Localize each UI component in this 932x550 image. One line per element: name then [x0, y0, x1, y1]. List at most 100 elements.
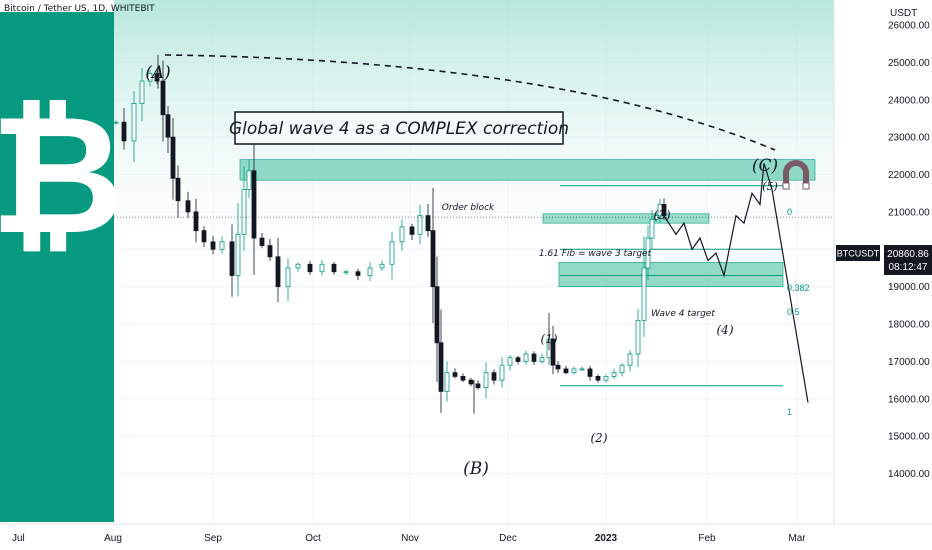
symbol-header: Bitcoin / Tether US, 1D, WHITEBIT: [4, 4, 155, 14]
fib-label-1: 1: [787, 407, 792, 417]
candle-body: [531, 353, 537, 362]
candle-body: [379, 263, 385, 269]
candles-layer: [113, 54, 667, 414]
wave-label-4: (4): [717, 323, 734, 337]
candle-body: [259, 237, 265, 246]
currency-label: USDT: [890, 8, 917, 19]
candle-body: [452, 372, 458, 377]
dashed-trend-arc: [164, 54, 776, 151]
candle-body: [603, 376, 609, 381]
y-tick-label: 22000.00: [888, 170, 930, 181]
candle-body: [210, 241, 216, 250]
candle-body: [434, 286, 440, 344]
y-tick-label: 23000.00: [888, 133, 930, 144]
wave-label-B: (B): [463, 459, 489, 479]
candle-body: [468, 379, 474, 385]
y-tick-label: 15000.00: [888, 432, 930, 443]
y-tick-label: 26000.00: [888, 21, 930, 32]
y-tick-label: 16000.00: [888, 394, 930, 405]
price-tag-countdown: 08:12:47: [889, 262, 928, 273]
candle-body: [571, 368, 577, 374]
candle-body: [550, 338, 556, 366]
zone-rect: [542, 213, 710, 224]
candle-body: [579, 368, 585, 371]
x-tick-label: 2023: [595, 533, 618, 544]
fib-label-05: 0.5: [787, 307, 800, 317]
wave-label-5: (5): [762, 180, 778, 193]
candle-body: [438, 342, 444, 392]
candle-body: [319, 263, 325, 273]
candle-body: [539, 357, 545, 362]
title-box: [234, 111, 564, 145]
candle-body: [645, 237, 651, 269]
x-ticks: Jul Aug Sep Oct Nov Dec 2023 Feb Mar: [12, 533, 806, 544]
zones-layer: [239, 159, 816, 287]
candle-body: [131, 103, 137, 142]
candle-body: [417, 215, 423, 235]
x-tick-label: Sep: [204, 533, 222, 544]
wave-label-2: (2): [591, 431, 608, 445]
candle-body: [285, 267, 291, 288]
candle-body: [635, 319, 641, 355]
x-tick-label: Aug: [104, 533, 122, 544]
candle-body: [165, 114, 171, 138]
logo-panel: [0, 12, 114, 522]
fib-label-0: 0: [787, 207, 792, 217]
fib-target-label: 1.61 Fib = wave 3 target: [539, 249, 652, 259]
candle-body: [649, 218, 655, 239]
candle-body: [160, 80, 166, 116]
candle-body: [113, 121, 119, 124]
candle-body: [399, 226, 405, 243]
magnet-icon: [782, 160, 810, 190]
candle-body: [175, 177, 181, 202]
y-tick-label: 25000.00: [888, 58, 930, 69]
title-text: Global wave 4 as a COMPLEX correction: [229, 119, 569, 139]
candle-body: [331, 263, 337, 273]
y-tick-label: 18000.00: [888, 320, 930, 331]
x-tick-label: Jul: [12, 533, 25, 544]
y-tick-label: 19000.00: [888, 282, 930, 293]
candle-body: [460, 376, 466, 381]
candle-body: [355, 271, 361, 276]
y-tick-label: 14000.00: [888, 469, 930, 480]
y-tick-label: 17000.00: [888, 357, 930, 368]
candle-body: [653, 215, 659, 220]
candle-body: [307, 263, 313, 273]
x-tick-label: Mar: [788, 533, 806, 544]
wave-label-A: (A): [145, 63, 171, 83]
wave-label-C: (C): [752, 156, 778, 176]
candle-body: [201, 230, 207, 243]
candle-body: [491, 372, 497, 381]
candle-body: [389, 241, 395, 265]
candle-body: [235, 233, 241, 276]
y-tick-label: 21000.00: [888, 207, 930, 218]
candle-body: [563, 368, 569, 374]
fib-label-0382: 0.382: [787, 283, 810, 293]
candle-body: [409, 226, 415, 235]
zone-rect: [558, 262, 784, 287]
candle-body: [619, 364, 625, 374]
wave4-target-label: Wave 4 target: [651, 309, 715, 319]
candle-body: [555, 364, 561, 370]
candle-body: [595, 376, 601, 381]
x-tick-label: Oct: [305, 533, 321, 544]
candle-body: [275, 256, 281, 288]
projection-path: [663, 163, 809, 403]
fib-layer: [560, 185, 783, 387]
candle-body: [367, 267, 373, 276]
candle-body: [641, 267, 647, 321]
candle-body: [483, 372, 489, 389]
candle-body: [444, 372, 450, 392]
candle-body: [430, 230, 436, 288]
candle-body: [627, 353, 633, 366]
candle-body: [523, 353, 529, 362]
wave-label-3: (3): [654, 208, 671, 222]
candle-body: [295, 263, 301, 269]
y-tick-label: 24000.00: [888, 95, 930, 106]
candle-body: [499, 364, 505, 381]
x-tick-label: Nov: [401, 533, 419, 544]
price-tag-symbol: BTCUSDT: [837, 249, 880, 259]
order-block-label: Order block: [442, 203, 495, 213]
candle-body: [425, 215, 431, 232]
